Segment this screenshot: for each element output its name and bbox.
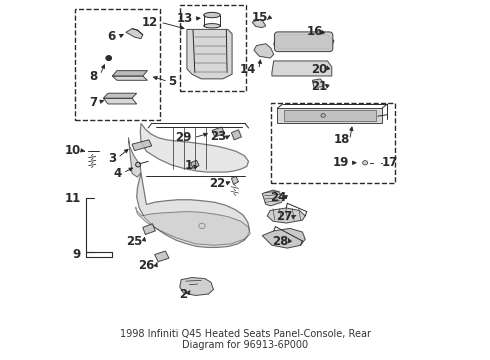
Text: 1: 1 bbox=[185, 159, 193, 172]
Text: 5: 5 bbox=[168, 75, 176, 88]
Bar bbox=[74, 9, 160, 120]
Bar bbox=[271, 103, 395, 183]
Polygon shape bbox=[231, 130, 242, 140]
Polygon shape bbox=[277, 108, 382, 123]
Polygon shape bbox=[180, 278, 214, 296]
Polygon shape bbox=[155, 251, 169, 262]
Text: 29: 29 bbox=[175, 131, 192, 144]
Polygon shape bbox=[137, 173, 249, 247]
Bar bbox=[180, 5, 245, 91]
Polygon shape bbox=[231, 176, 239, 184]
Text: 28: 28 bbox=[272, 235, 289, 248]
Polygon shape bbox=[112, 76, 147, 80]
Polygon shape bbox=[262, 228, 305, 248]
Polygon shape bbox=[272, 61, 332, 76]
Polygon shape bbox=[267, 208, 305, 223]
Polygon shape bbox=[252, 19, 266, 28]
Text: 26: 26 bbox=[138, 259, 155, 272]
Polygon shape bbox=[132, 140, 152, 150]
Text: 16: 16 bbox=[307, 25, 323, 38]
Polygon shape bbox=[136, 207, 250, 245]
Text: 2: 2 bbox=[179, 288, 187, 301]
Polygon shape bbox=[254, 44, 274, 58]
Ellipse shape bbox=[363, 161, 368, 165]
Polygon shape bbox=[187, 30, 232, 79]
Text: 7: 7 bbox=[89, 96, 97, 109]
Text: 18: 18 bbox=[333, 133, 350, 146]
Text: 1998 Infiniti Q45 Heated Seats Panel-Console, Rear
Diagram for 96913-6P000: 1998 Infiniti Q45 Heated Seats Panel-Con… bbox=[120, 329, 370, 350]
Text: 15: 15 bbox=[252, 12, 269, 24]
Text: 9: 9 bbox=[73, 248, 81, 261]
Text: 27: 27 bbox=[276, 210, 293, 223]
Text: 3: 3 bbox=[108, 152, 116, 165]
Polygon shape bbox=[313, 79, 324, 87]
FancyBboxPatch shape bbox=[274, 32, 333, 51]
Polygon shape bbox=[191, 160, 199, 168]
Text: 22: 22 bbox=[209, 177, 225, 190]
Text: 8: 8 bbox=[90, 69, 98, 82]
Text: 11: 11 bbox=[65, 192, 81, 205]
Polygon shape bbox=[103, 93, 137, 98]
Polygon shape bbox=[274, 35, 334, 49]
Polygon shape bbox=[262, 190, 284, 206]
Polygon shape bbox=[285, 110, 376, 121]
Text: 17: 17 bbox=[381, 156, 397, 169]
Polygon shape bbox=[126, 29, 143, 39]
Text: 4: 4 bbox=[113, 167, 122, 180]
Polygon shape bbox=[103, 98, 137, 104]
Ellipse shape bbox=[136, 162, 141, 167]
Text: 13: 13 bbox=[177, 12, 193, 25]
Text: 21: 21 bbox=[311, 80, 327, 93]
Ellipse shape bbox=[204, 12, 221, 18]
Polygon shape bbox=[140, 123, 248, 172]
Ellipse shape bbox=[204, 24, 221, 28]
Polygon shape bbox=[112, 71, 147, 76]
Polygon shape bbox=[128, 138, 141, 177]
Text: 23: 23 bbox=[210, 130, 226, 144]
Text: 20: 20 bbox=[311, 63, 327, 76]
Text: 12: 12 bbox=[142, 16, 158, 29]
Text: 6: 6 bbox=[108, 30, 116, 43]
Polygon shape bbox=[212, 127, 224, 137]
Text: 10: 10 bbox=[65, 144, 81, 157]
Ellipse shape bbox=[106, 55, 112, 60]
Text: 14: 14 bbox=[240, 63, 256, 76]
Text: 19: 19 bbox=[333, 156, 349, 169]
Text: 24: 24 bbox=[270, 191, 286, 204]
Polygon shape bbox=[143, 224, 155, 234]
Text: 25: 25 bbox=[126, 235, 143, 248]
